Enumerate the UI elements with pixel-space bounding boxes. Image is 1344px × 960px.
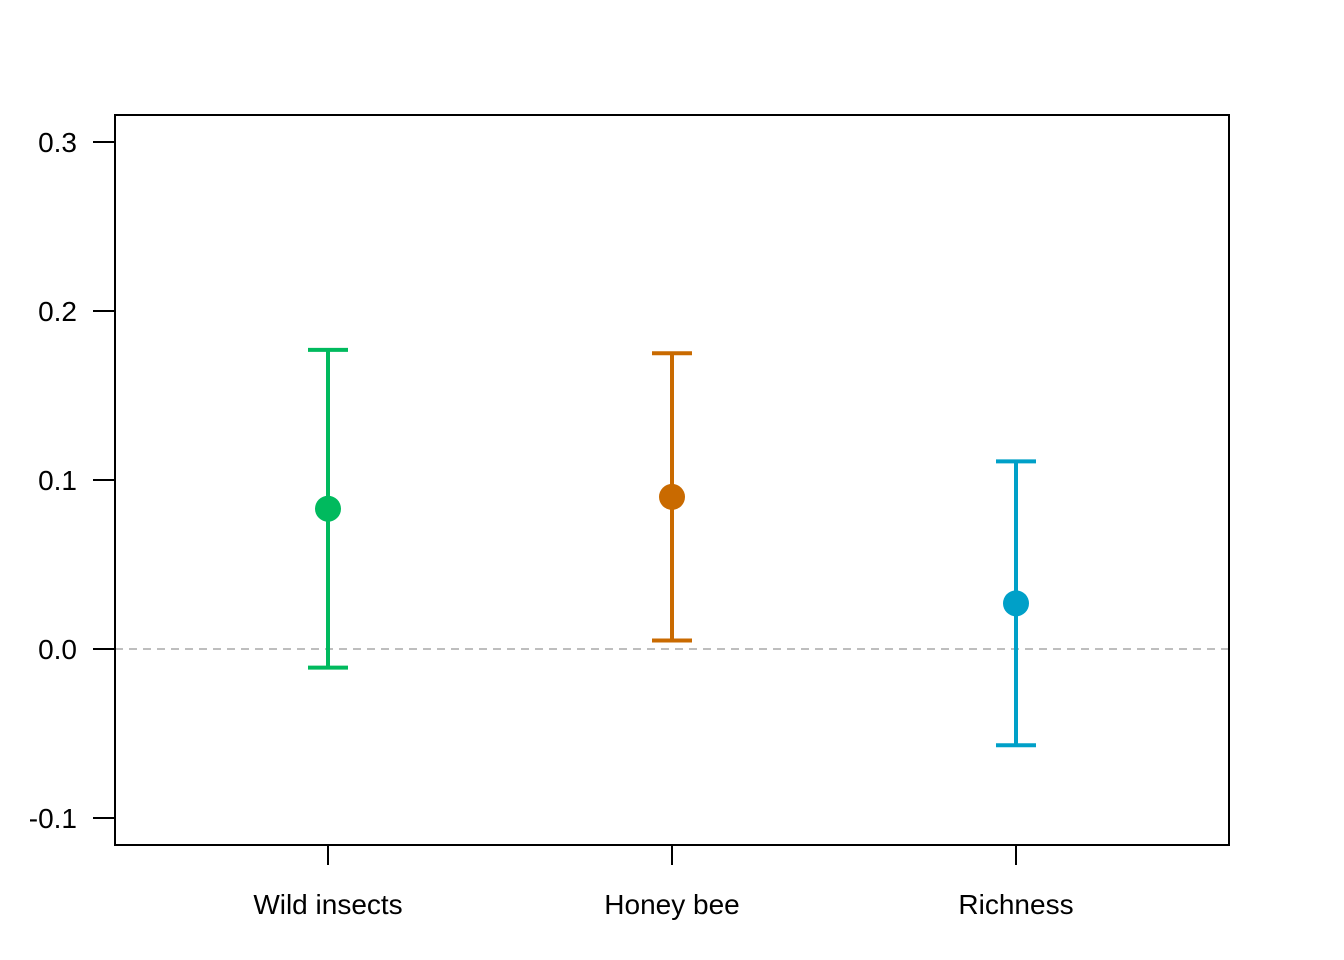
y-tick-label: 0.2 [38, 296, 77, 327]
estimate-point [1003, 590, 1029, 617]
y-tick-label: 0.0 [38, 634, 77, 665]
y-axis: -0.1 0.0 0.1 0.2 0.3 [29, 127, 115, 834]
error-bar-group [652, 351, 692, 643]
estimate-point [315, 495, 341, 522]
error-bars [308, 347, 1036, 748]
y-tick-label: 0.1 [38, 465, 77, 496]
plot-frame [114, 114, 1230, 846]
x-tick-label: Richness [958, 889, 1073, 920]
x-tick-label: Honey bee [604, 889, 739, 920]
x-axis: Wild insects Honey bee Richness [253, 845, 1074, 920]
error-bar-group [996, 459, 1036, 748]
y-tick-label: 0.3 [38, 127, 77, 158]
estimate-point [659, 483, 685, 510]
x-tick-label: Wild insects [253, 889, 402, 920]
y-tick-label: -0.1 [29, 803, 77, 834]
error-bar-group [308, 347, 348, 670]
